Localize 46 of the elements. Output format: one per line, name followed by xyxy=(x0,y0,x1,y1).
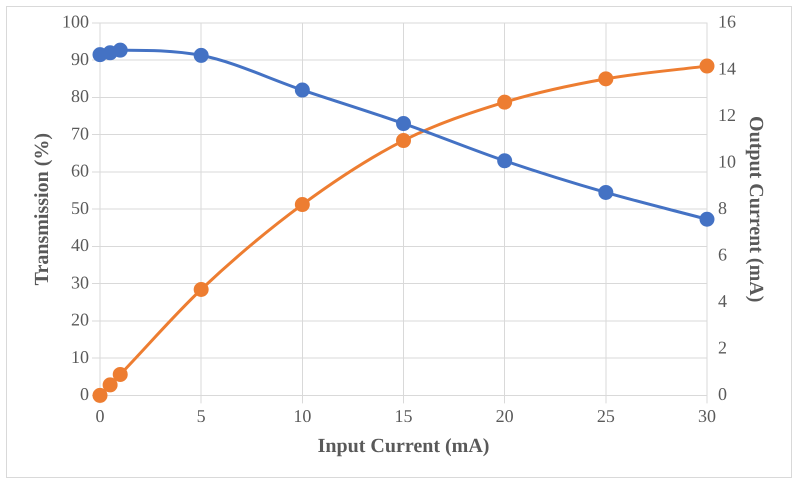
point xyxy=(294,197,310,212)
point xyxy=(294,82,310,98)
point xyxy=(92,388,108,403)
y-tick-label: 80 xyxy=(71,86,89,106)
x-tick-label: 5 xyxy=(196,406,206,426)
y2-tick-label: 0 xyxy=(718,384,727,404)
x-tick-label: 10 xyxy=(293,406,312,426)
point xyxy=(112,42,128,58)
point xyxy=(102,377,118,392)
point xyxy=(497,94,512,110)
y-tick-label: 50 xyxy=(71,198,89,218)
point xyxy=(598,184,614,200)
y-tick-label: 30 xyxy=(71,272,89,292)
point xyxy=(700,212,714,227)
y2-tick-label: 12 xyxy=(718,104,736,125)
y-tick-label: 90 xyxy=(71,48,89,69)
x-tick-label: 15 xyxy=(394,406,412,426)
y-tick-label: 70 xyxy=(71,123,89,144)
y2-tick-label: 6 xyxy=(718,244,727,264)
y2-tick-label: 4 xyxy=(718,291,727,312)
y2-tick-label: 14 xyxy=(718,58,736,78)
point xyxy=(396,116,411,132)
y-tick-label: 20 xyxy=(71,310,89,330)
point xyxy=(700,58,714,74)
point xyxy=(598,71,614,86)
y-tick-label: 100 xyxy=(62,12,89,32)
y-tick-label: 60 xyxy=(71,160,89,181)
x-tick-label: 20 xyxy=(496,406,514,426)
point xyxy=(396,133,411,148)
y-tick-label: 40 xyxy=(71,235,89,256)
point xyxy=(497,153,512,168)
y2-tick-label: 10 xyxy=(718,151,736,172)
point xyxy=(194,282,209,297)
point xyxy=(194,48,209,63)
y2-tick-label: 16 xyxy=(718,12,736,32)
y-tick-label: 0 xyxy=(80,384,89,404)
x-axis-title: Input Current (mA) xyxy=(318,435,490,458)
y2-tick-label: 2 xyxy=(718,338,727,358)
x-tick-label: 30 xyxy=(698,406,716,426)
x-tick-label: 25 xyxy=(596,406,615,426)
y2-tick-label: 8 xyxy=(718,198,727,218)
x-tick-label: 0 xyxy=(96,406,104,426)
y-axis-title: Transmission (%) xyxy=(31,132,54,286)
y2-axis-title: Output Current (mA) xyxy=(744,116,767,302)
y-tick-label: 10 xyxy=(71,346,89,367)
point xyxy=(112,366,128,382)
